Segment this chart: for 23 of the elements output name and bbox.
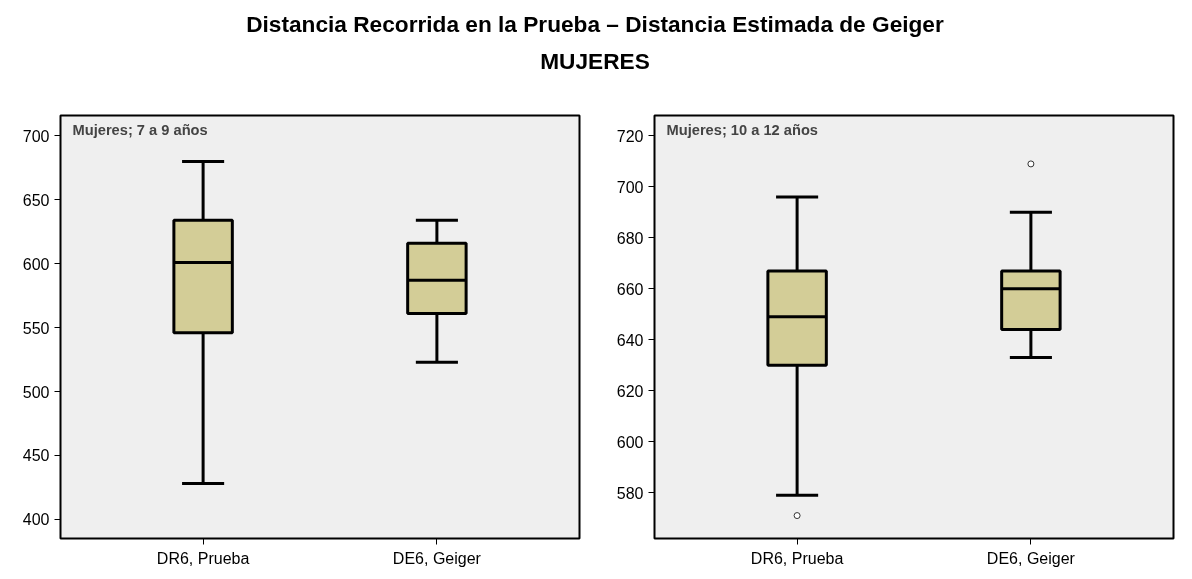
y-tick-label: 580 <box>616 484 644 502</box>
y-tick-label: 400 <box>22 511 50 529</box>
y-tick-label: 700 <box>22 127 50 145</box>
x-tick-label: DR6, Prueba <box>750 549 844 567</box>
y-tick-label: 600 <box>22 255 50 273</box>
annotation: Mujeres; 7 a 9 años <box>72 121 208 138</box>
y-tick-label: 620 <box>616 382 644 400</box>
y-tick-label: 550 <box>22 319 50 337</box>
y-tick-label: 680 <box>616 229 644 247</box>
y-tick-label: 660 <box>616 280 644 298</box>
y-tick-label: 700 <box>616 178 644 196</box>
y-tick-label: 650 <box>22 191 50 209</box>
y-tick-label: 720 <box>616 127 644 145</box>
x-tick-label: DE6, Geiger <box>392 549 482 567</box>
y-tick-label: 450 <box>22 447 50 465</box>
chart-subtitle: MUJERES <box>539 48 651 75</box>
y-tick-label: 600 <box>616 433 644 451</box>
y-tick-label: 640 <box>616 331 644 349</box>
chart-title: Distancia Recorrida en la Prueba – Distancia Estimada de Geiger <box>245 11 945 38</box>
x-tick-label: DE6, Geiger <box>986 549 1076 567</box>
annotation: Mujeres; 10 a 12 años <box>666 121 819 138</box>
y-tick-label: 500 <box>22 383 50 401</box>
x-tick-label: DR6, Prueba <box>156 549 250 567</box>
